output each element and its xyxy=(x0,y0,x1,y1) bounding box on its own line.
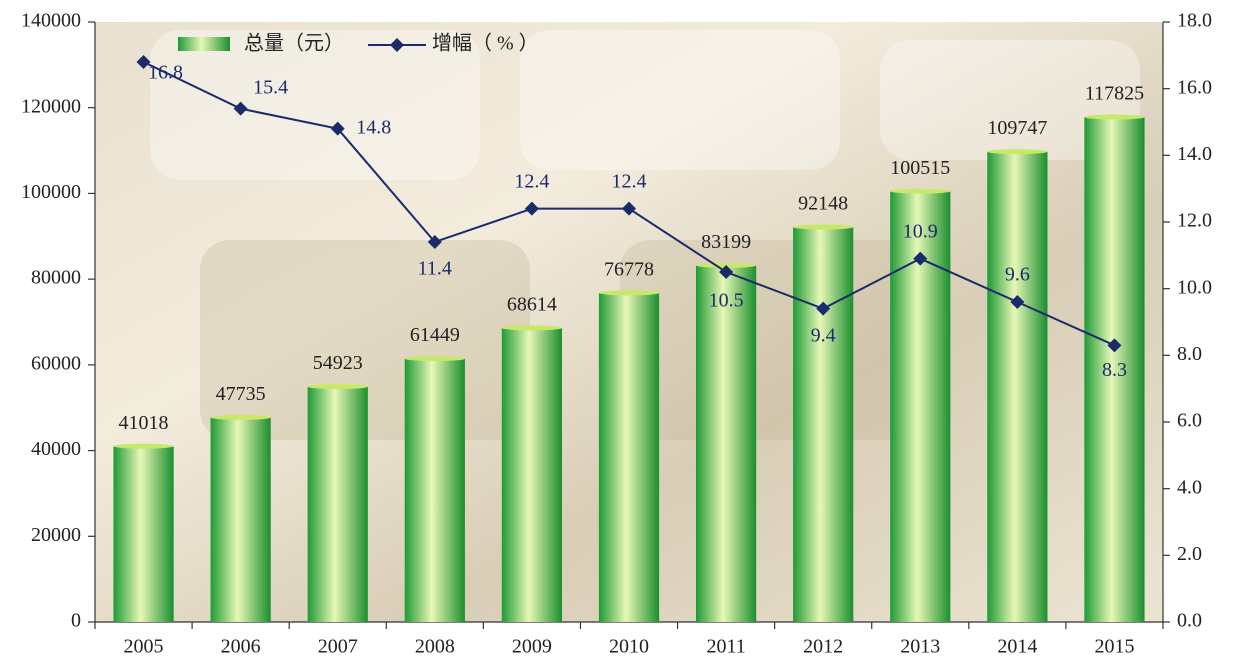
y-tick-label: 20000 xyxy=(31,524,81,546)
bar-cap xyxy=(1084,115,1144,120)
y2-tick-label: 8.0 xyxy=(1177,343,1202,365)
bar-value-label: 68614 xyxy=(507,294,557,316)
bar-value-label: 61449 xyxy=(410,324,460,346)
y2-tick-label: 4.0 xyxy=(1177,476,1202,498)
bar-cap xyxy=(113,444,173,449)
x-tick-label: 2007 xyxy=(318,636,358,658)
bar-value-label: 117825 xyxy=(1085,83,1144,105)
y2-tick-label: 16.0 xyxy=(1177,76,1212,98)
bar-value-label: 109747 xyxy=(987,117,1047,139)
bar-value-label: 41018 xyxy=(119,412,169,434)
y2-tick-label: 12.0 xyxy=(1177,210,1212,232)
y-tick-label: 40000 xyxy=(31,438,81,460)
line-value-label: 12.4 xyxy=(612,170,647,192)
x-tick-label: 2011 xyxy=(706,636,745,658)
bar xyxy=(308,387,368,622)
y2-tick-label: 2.0 xyxy=(1177,543,1202,565)
x-tick-label: 2005 xyxy=(124,636,164,658)
line-value-label: 9.6 xyxy=(1005,264,1030,286)
y2-tick-label: 18.0 xyxy=(1177,10,1212,32)
line-value-label: 16.8 xyxy=(148,62,183,84)
x-tick-label: 2013 xyxy=(900,636,940,658)
line-value-label: 10.9 xyxy=(903,220,938,242)
x-tick-label: 2015 xyxy=(1094,636,1134,658)
y-tick-label: 140000 xyxy=(21,10,81,32)
line-value-label: 9.4 xyxy=(811,324,836,346)
legend-label: 增幅（ % ） xyxy=(432,32,539,55)
x-tick-label: 2009 xyxy=(512,636,552,658)
y2-tick-label: 6.0 xyxy=(1177,410,1202,432)
bar-value-label: 47735 xyxy=(216,383,266,405)
bar-cap xyxy=(793,225,853,230)
line-value-label: 14.8 xyxy=(356,116,391,138)
legend-label: 总量（元） xyxy=(244,32,344,55)
bar-value-label: 92148 xyxy=(798,193,848,215)
bar xyxy=(211,417,271,622)
y2-tick-label: 14.0 xyxy=(1177,143,1212,165)
bar-cap xyxy=(502,325,562,330)
y2-tick-label: 10.0 xyxy=(1177,276,1212,298)
bar-cap xyxy=(405,356,465,361)
legend-swatch xyxy=(178,37,230,51)
x-tick-label: 2010 xyxy=(609,636,649,658)
x-tick-label: 2008 xyxy=(415,636,455,658)
bar xyxy=(113,446,173,622)
y-tick-label: 120000 xyxy=(21,95,81,117)
bar xyxy=(987,152,1047,622)
x-tick-label: 2006 xyxy=(221,636,261,658)
y2-tick-label: 0.0 xyxy=(1177,610,1202,632)
line-value-label: 15.4 xyxy=(253,76,288,98)
line-value-label: 10.5 xyxy=(709,290,744,312)
bar-value-label: 76778 xyxy=(604,259,654,281)
bar-value-label: 83199 xyxy=(701,231,751,253)
bar xyxy=(502,328,562,622)
bar-cap xyxy=(987,149,1047,154)
bar xyxy=(793,227,853,622)
bar xyxy=(599,293,659,622)
y-tick-label: 60000 xyxy=(31,352,81,374)
x-tick-label: 2012 xyxy=(803,636,843,658)
y-tick-label: 80000 xyxy=(31,267,81,289)
bar xyxy=(696,265,756,622)
y-tick-label: 100000 xyxy=(21,181,81,203)
chart: 0 20000 40000 60000 80000 100000 120000 140000 0… xyxy=(0,0,1239,663)
bar-cap xyxy=(890,189,950,194)
line-value-label: 8.3 xyxy=(1102,359,1127,381)
bar-cap xyxy=(308,384,368,389)
line-value-label: 11.4 xyxy=(418,258,452,280)
bar-cap xyxy=(599,290,659,295)
bar-value-label: 54923 xyxy=(313,352,363,374)
y-tick-label: 0 xyxy=(71,610,81,632)
x-tick-label: 2014 xyxy=(997,636,1037,658)
bar xyxy=(405,359,465,622)
bar-cap xyxy=(211,415,271,420)
line-value-label: 12.4 xyxy=(514,170,549,192)
bar-value-label: 100515 xyxy=(890,157,950,179)
